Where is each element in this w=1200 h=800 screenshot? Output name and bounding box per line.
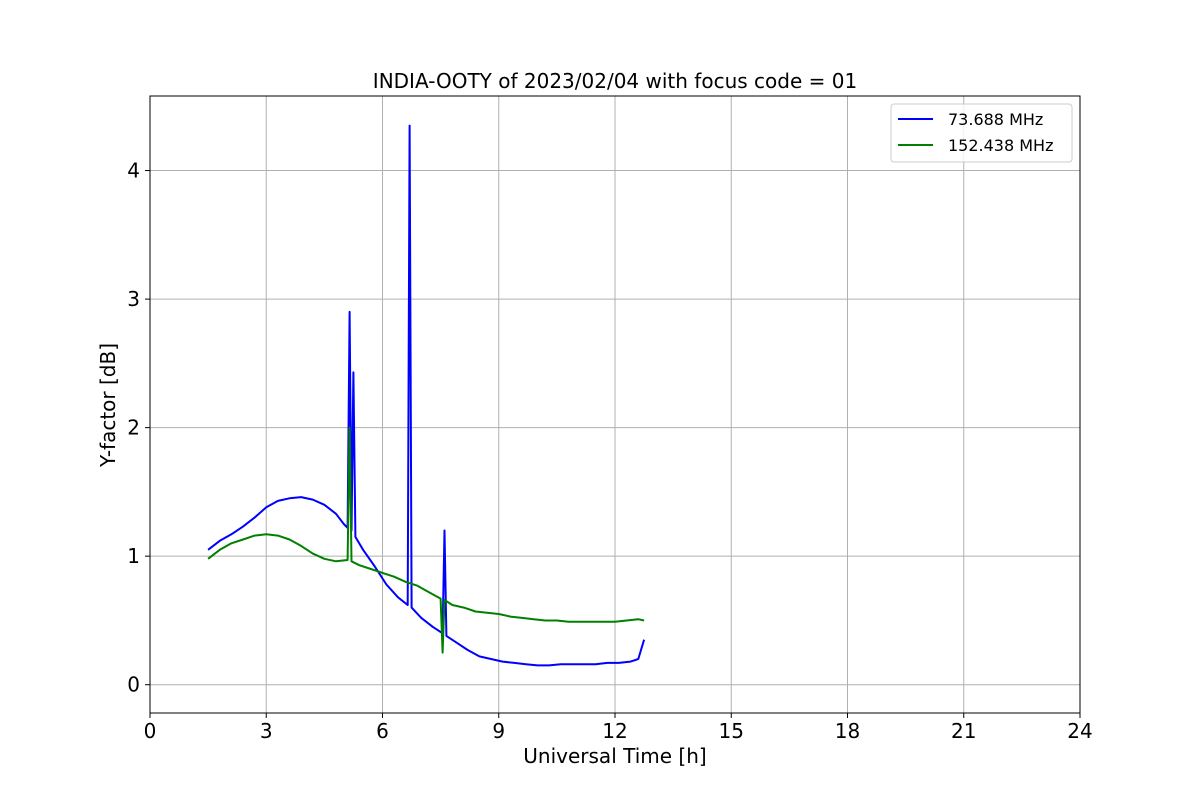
y-tick-label: 0 xyxy=(127,673,140,697)
x-tick-label: 6 xyxy=(376,719,389,743)
y-tick-label: 3 xyxy=(127,287,140,311)
x-tick-label: 9 xyxy=(492,719,505,743)
x-ticks: 0 3 6 9 12 15 18 21 24 xyxy=(144,713,1093,743)
legend-label-0: 73.688 MHz xyxy=(948,110,1043,129)
legend: 73.688 MHz 152.438 MHz xyxy=(890,103,1073,163)
chart-title: INDIA-OOTY of 2023/02/04 with focus code… xyxy=(373,69,857,93)
series-line-1 xyxy=(207,426,645,654)
x-tick-label: 3 xyxy=(260,719,273,743)
series-line-0 xyxy=(207,124,646,667)
legend-label-1: 152.438 MHz xyxy=(948,136,1053,155)
y-tick-label: 2 xyxy=(127,416,140,440)
x-tick-label: 18 xyxy=(835,719,860,743)
x-tick-label: 12 xyxy=(602,719,627,743)
y-tick-label: 4 xyxy=(127,159,140,183)
legend-box xyxy=(890,103,1073,163)
x-axis-label: Universal Time [h] xyxy=(523,744,706,768)
x-tick-label: 24 xyxy=(1067,719,1092,743)
x-tick-label: 15 xyxy=(719,719,744,743)
x-tick-label: 0 xyxy=(144,719,157,743)
y-ticks: 0 1 2 3 4 xyxy=(127,159,150,697)
y-axis-label: Y-factor [dB] xyxy=(96,343,120,468)
y-tick-label: 1 xyxy=(127,544,140,568)
x-tick-label: 21 xyxy=(951,719,976,743)
series-layer xyxy=(207,124,646,667)
